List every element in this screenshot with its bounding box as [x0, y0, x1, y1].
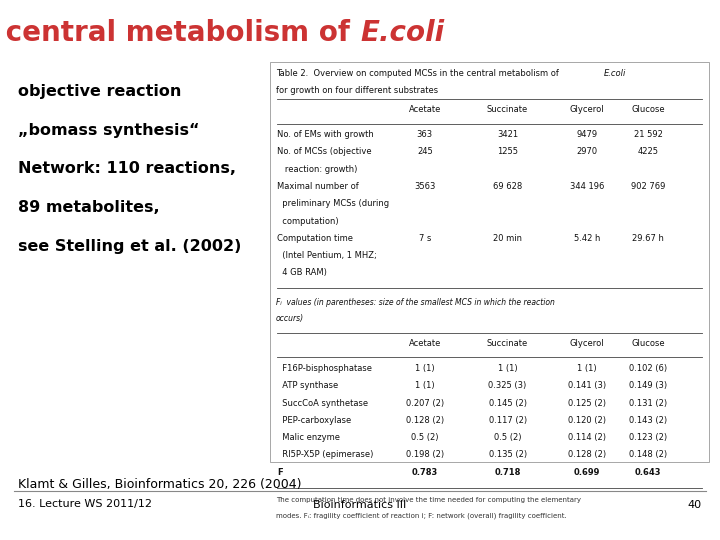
Text: computation): computation) — [277, 217, 339, 226]
Text: ATP synthase: ATP synthase — [277, 381, 338, 390]
Text: 1 (1): 1 (1) — [415, 381, 435, 390]
Text: PEP-carboxylase: PEP-carboxylase — [277, 416, 351, 425]
Text: 89 metabolites,: 89 metabolites, — [18, 200, 160, 215]
Text: occurs): occurs) — [276, 314, 304, 323]
Text: reaction: growth): reaction: growth) — [277, 165, 358, 174]
Text: 0.718: 0.718 — [495, 468, 521, 477]
Text: Computation time: Computation time — [277, 234, 354, 243]
Text: 902 769: 902 769 — [631, 182, 665, 191]
Text: 0.783: 0.783 — [412, 468, 438, 477]
Text: see Stelling et al. (2002): see Stelling et al. (2002) — [18, 239, 241, 254]
Text: 0.325 (3): 0.325 (3) — [488, 381, 527, 390]
Text: 0.123 (2): 0.123 (2) — [629, 433, 667, 442]
Text: E.coli: E.coli — [603, 69, 626, 78]
Text: 0.114 (2): 0.114 (2) — [568, 433, 606, 442]
Text: Maximal number of: Maximal number of — [277, 182, 359, 191]
Text: 245: 245 — [417, 147, 433, 157]
Text: 0.5 (2): 0.5 (2) — [494, 433, 521, 442]
Text: Network: 110 reactions,: Network: 110 reactions, — [18, 161, 236, 177]
Text: for growth on four different substrates: for growth on four different substrates — [276, 86, 438, 95]
Text: Acetate: Acetate — [409, 339, 441, 348]
Text: Bioinformatics III: Bioinformatics III — [313, 500, 407, 510]
Text: 9479: 9479 — [576, 130, 598, 139]
Text: modes. Fᵢ: fragility coefficient of reaction i; F: network (overall) fragility c: modes. Fᵢ: fragility coefficient of reac… — [276, 512, 567, 519]
Text: Example: MCSs in the central metabolism of: Example: MCSs in the central metabolism … — [0, 19, 360, 47]
Text: The computation time does not involve the time needed for computing the elementa: The computation time does not involve th… — [276, 497, 581, 503]
Text: 4225: 4225 — [637, 147, 659, 157]
Text: No. of EMs with growth: No. of EMs with growth — [277, 130, 374, 139]
Text: 0.145 (2): 0.145 (2) — [489, 399, 526, 408]
Text: objective reaction: objective reaction — [18, 84, 181, 99]
Text: Succinate: Succinate — [487, 339, 528, 348]
Text: No. of MCSs (objective: No. of MCSs (objective — [277, 147, 372, 157]
Text: 0.148 (2): 0.148 (2) — [629, 450, 667, 460]
Text: Glycerol: Glycerol — [570, 339, 604, 348]
Text: 40: 40 — [688, 500, 702, 510]
Text: E.coli: E.coli — [360, 19, 444, 47]
Text: 20 min: 20 min — [493, 234, 522, 243]
Text: Succinate: Succinate — [487, 105, 528, 114]
Text: 2970: 2970 — [576, 147, 598, 157]
Text: 3563: 3563 — [414, 182, 436, 191]
Text: 0.643: 0.643 — [635, 468, 661, 477]
Text: 344 196: 344 196 — [570, 182, 604, 191]
Text: 0.699: 0.699 — [574, 468, 600, 477]
Text: 4 GB RAM): 4 GB RAM) — [277, 268, 327, 278]
Text: F: F — [277, 468, 283, 477]
Text: 363: 363 — [417, 130, 433, 139]
Text: Glucose: Glucose — [631, 339, 665, 348]
Text: 0.131 (2): 0.131 (2) — [629, 399, 667, 408]
Text: Fᵢ  values (in parentheses: size of the smallest MCS in which the reaction: Fᵢ values (in parentheses: size of the s… — [276, 298, 554, 307]
Text: 69 628: 69 628 — [493, 182, 522, 191]
Text: 16. Lecture WS 2011/12: 16. Lecture WS 2011/12 — [18, 500, 152, 510]
Text: 0.135 (2): 0.135 (2) — [489, 450, 526, 460]
Text: preliminary MCSs (during: preliminary MCSs (during — [277, 199, 390, 208]
Text: (Intel Pentium, 1 MHZ;: (Intel Pentium, 1 MHZ; — [277, 251, 377, 260]
Text: 0.141 (3): 0.141 (3) — [568, 381, 606, 390]
Text: 0.102 (6): 0.102 (6) — [629, 364, 667, 373]
Text: 7 s: 7 s — [418, 234, 431, 243]
Text: 5.42 h: 5.42 h — [574, 234, 600, 243]
Text: 0.143 (2): 0.143 (2) — [629, 416, 667, 425]
Text: 29.67 h: 29.67 h — [632, 234, 664, 243]
Text: F16P-bisphosphatase: F16P-bisphosphatase — [277, 364, 372, 373]
Text: Klamt & Gilles, Bioinformatics 20, 226 (2004): Klamt & Gilles, Bioinformatics 20, 226 (… — [18, 478, 302, 491]
Text: 0.149 (3): 0.149 (3) — [629, 381, 667, 390]
Text: Malic enzyme: Malic enzyme — [277, 433, 340, 442]
Text: 0.117 (2): 0.117 (2) — [489, 416, 526, 425]
Text: 1 (1): 1 (1) — [498, 364, 518, 373]
Text: Table 2.  Overview on computed MCSs in the central metabolism of: Table 2. Overview on computed MCSs in th… — [276, 69, 562, 78]
Text: 1 (1): 1 (1) — [415, 364, 435, 373]
Text: RI5P-X5P (epimerase): RI5P-X5P (epimerase) — [277, 450, 374, 460]
Text: 3421: 3421 — [497, 130, 518, 139]
Text: 1255: 1255 — [497, 147, 518, 157]
Text: 0.125 (2): 0.125 (2) — [568, 399, 606, 408]
Text: 1 (1): 1 (1) — [577, 364, 597, 373]
Text: Acetate: Acetate — [409, 105, 441, 114]
Text: 0.128 (2): 0.128 (2) — [406, 416, 444, 425]
Text: 0.207 (2): 0.207 (2) — [406, 399, 444, 408]
Text: „bomass synthesis“: „bomass synthesis“ — [18, 123, 199, 138]
Text: Glucose: Glucose — [631, 105, 665, 114]
Text: 0.120 (2): 0.120 (2) — [568, 416, 606, 425]
Text: 0.5 (2): 0.5 (2) — [411, 433, 438, 442]
Text: Glycerol: Glycerol — [570, 105, 604, 114]
FancyBboxPatch shape — [270, 62, 709, 462]
Text: SuccCoA synthetase: SuccCoA synthetase — [277, 399, 369, 408]
Text: 21 592: 21 592 — [634, 130, 662, 139]
Text: 0.128 (2): 0.128 (2) — [568, 450, 606, 460]
Text: 0.198 (2): 0.198 (2) — [406, 450, 444, 460]
